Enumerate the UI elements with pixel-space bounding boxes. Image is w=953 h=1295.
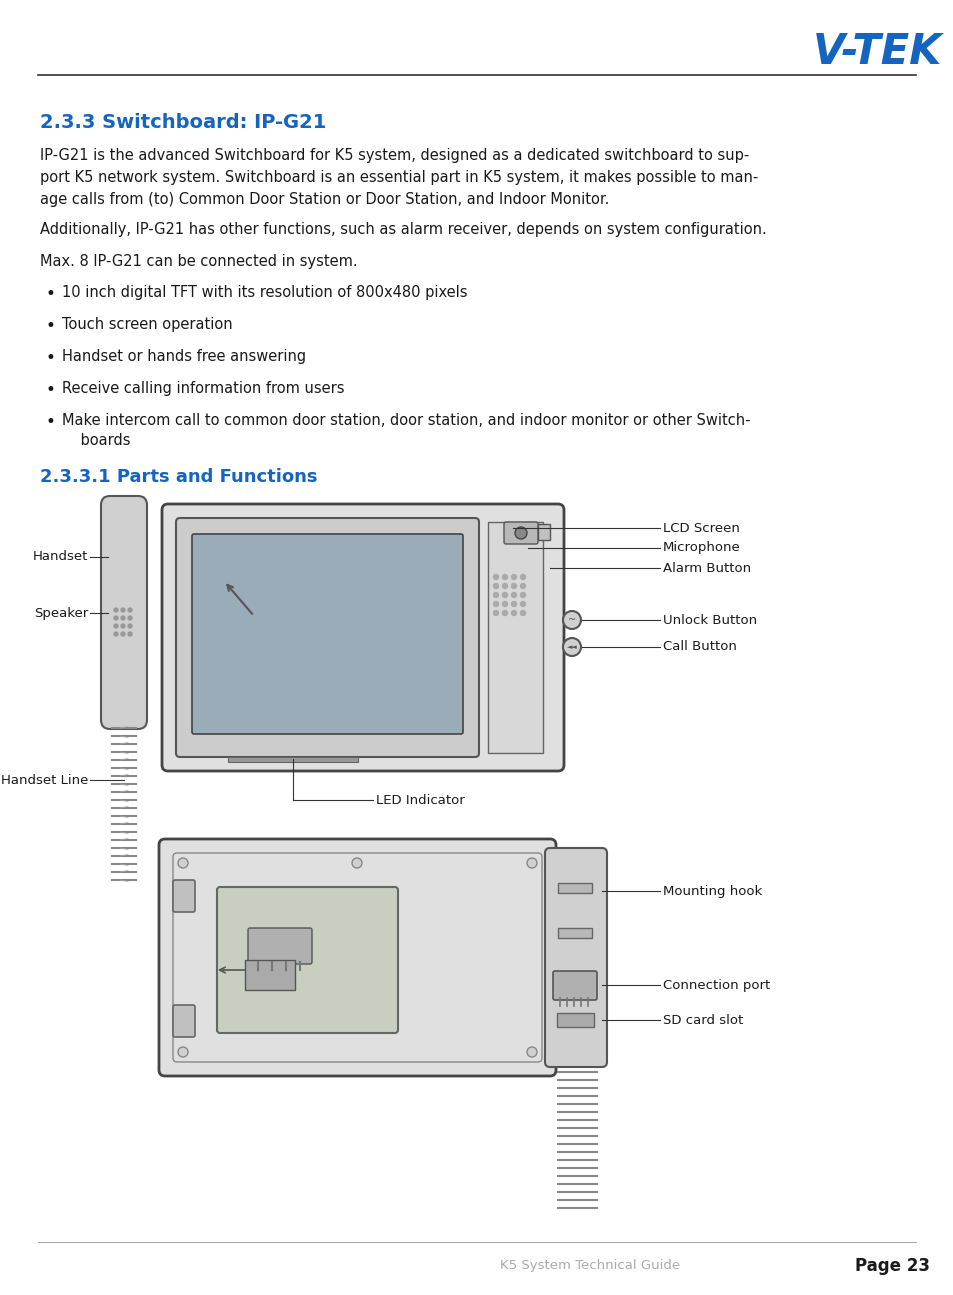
- Circle shape: [178, 1046, 188, 1057]
- Circle shape: [511, 610, 516, 615]
- Circle shape: [352, 859, 361, 868]
- Text: Unlock Button: Unlock Button: [662, 614, 757, 627]
- Circle shape: [511, 584, 516, 588]
- Circle shape: [113, 616, 118, 620]
- Text: ◄◄: ◄◄: [566, 644, 577, 650]
- Text: LCD Screen: LCD Screen: [662, 522, 740, 535]
- Circle shape: [502, 584, 507, 588]
- Circle shape: [562, 611, 580, 629]
- Text: Receive calling information from users: Receive calling information from users: [62, 381, 344, 396]
- Text: 2.3.3.1 Parts and Functions: 2.3.3.1 Parts and Functions: [40, 467, 317, 486]
- Text: Call Button: Call Button: [662, 641, 736, 654]
- Text: Touch screen operation: Touch screen operation: [62, 317, 233, 332]
- Bar: [558, 883, 592, 894]
- Text: Mounting hook: Mounting hook: [662, 884, 761, 897]
- FancyBboxPatch shape: [172, 1005, 194, 1037]
- Text: age calls from (to) Common Door Station or Door Station, and Indoor Monitor.: age calls from (to) Common Door Station …: [40, 192, 609, 207]
- Text: •: •: [46, 285, 56, 303]
- Circle shape: [493, 610, 498, 615]
- Text: Page 23: Page 23: [854, 1257, 929, 1276]
- FancyBboxPatch shape: [553, 971, 597, 1000]
- Text: Connection port: Connection port: [662, 979, 769, 992]
- Text: Microphone: Microphone: [662, 541, 740, 554]
- Circle shape: [121, 624, 125, 628]
- FancyBboxPatch shape: [162, 504, 563, 771]
- Text: •: •: [46, 348, 56, 366]
- Bar: [245, 960, 294, 989]
- Text: Handset Line: Handset Line: [1, 773, 88, 786]
- Circle shape: [128, 616, 132, 620]
- Bar: [488, 522, 542, 752]
- Circle shape: [113, 624, 118, 628]
- Bar: [537, 524, 550, 540]
- Circle shape: [515, 527, 526, 539]
- Circle shape: [526, 1046, 537, 1057]
- Circle shape: [493, 584, 498, 588]
- Text: Speaker: Speaker: [33, 606, 88, 619]
- Text: Handset or hands free answering: Handset or hands free answering: [62, 348, 306, 364]
- Text: port K5 network system. Switchboard is an essential part in K5 system, it makes : port K5 network system. Switchboard is a…: [40, 170, 758, 185]
- Text: Additionally, IP-G21 has other functions, such as alarm receiver, depends on sys: Additionally, IP-G21 has other functions…: [40, 221, 766, 237]
- Text: Max. 8 IP-G21 can be connected in system.: Max. 8 IP-G21 can be connected in system…: [40, 254, 357, 269]
- Circle shape: [502, 593, 507, 597]
- FancyBboxPatch shape: [101, 496, 147, 729]
- Text: IP-G21 is the advanced Switchboard for K5 system, designed as a dedicated switch: IP-G21 is the advanced Switchboard for K…: [40, 148, 748, 163]
- Text: V-TEK: V-TEK: [813, 31, 942, 73]
- Bar: [558, 929, 592, 938]
- Text: boards: boards: [62, 433, 131, 448]
- Text: •: •: [46, 317, 56, 335]
- Text: SD card slot: SD card slot: [662, 1014, 742, 1027]
- Circle shape: [520, 601, 525, 606]
- Circle shape: [113, 632, 118, 636]
- Circle shape: [113, 607, 118, 613]
- Circle shape: [493, 593, 498, 597]
- Text: LED Indicator: LED Indicator: [375, 794, 464, 807]
- Circle shape: [502, 610, 507, 615]
- Circle shape: [493, 575, 498, 579]
- Circle shape: [511, 601, 516, 606]
- Circle shape: [178, 859, 188, 868]
- Circle shape: [121, 616, 125, 620]
- Circle shape: [121, 607, 125, 613]
- Text: 10 inch digital TFT with its resolution of 800x480 pixels: 10 inch digital TFT with its resolution …: [62, 285, 467, 300]
- Bar: [557, 1013, 594, 1027]
- Circle shape: [502, 575, 507, 579]
- Circle shape: [493, 601, 498, 606]
- Circle shape: [128, 632, 132, 636]
- Circle shape: [562, 638, 580, 657]
- Circle shape: [520, 584, 525, 588]
- Text: •: •: [46, 413, 56, 431]
- Bar: [228, 758, 357, 761]
- FancyBboxPatch shape: [544, 848, 606, 1067]
- FancyBboxPatch shape: [159, 839, 556, 1076]
- FancyBboxPatch shape: [172, 881, 194, 912]
- Circle shape: [520, 593, 525, 597]
- FancyBboxPatch shape: [216, 887, 397, 1033]
- Text: K5 System Technical Guide: K5 System Technical Guide: [499, 1260, 679, 1273]
- Circle shape: [511, 593, 516, 597]
- Circle shape: [520, 575, 525, 579]
- Circle shape: [526, 859, 537, 868]
- Text: Alarm Button: Alarm Button: [662, 562, 750, 575]
- FancyBboxPatch shape: [175, 518, 478, 758]
- Text: Make intercom call to common door station, door station, and indoor monitor or o: Make intercom call to common door statio…: [62, 413, 750, 429]
- Circle shape: [128, 624, 132, 628]
- Circle shape: [121, 632, 125, 636]
- FancyBboxPatch shape: [503, 522, 537, 544]
- FancyBboxPatch shape: [248, 929, 312, 963]
- Text: ~: ~: [567, 615, 576, 625]
- FancyBboxPatch shape: [192, 534, 462, 734]
- Circle shape: [128, 607, 132, 613]
- Text: 2.3.3 Switchboard: IP-G21: 2.3.3 Switchboard: IP-G21: [40, 113, 326, 132]
- Text: Handset: Handset: [32, 550, 88, 563]
- Circle shape: [502, 601, 507, 606]
- Circle shape: [520, 610, 525, 615]
- Circle shape: [511, 575, 516, 579]
- Text: •: •: [46, 381, 56, 399]
